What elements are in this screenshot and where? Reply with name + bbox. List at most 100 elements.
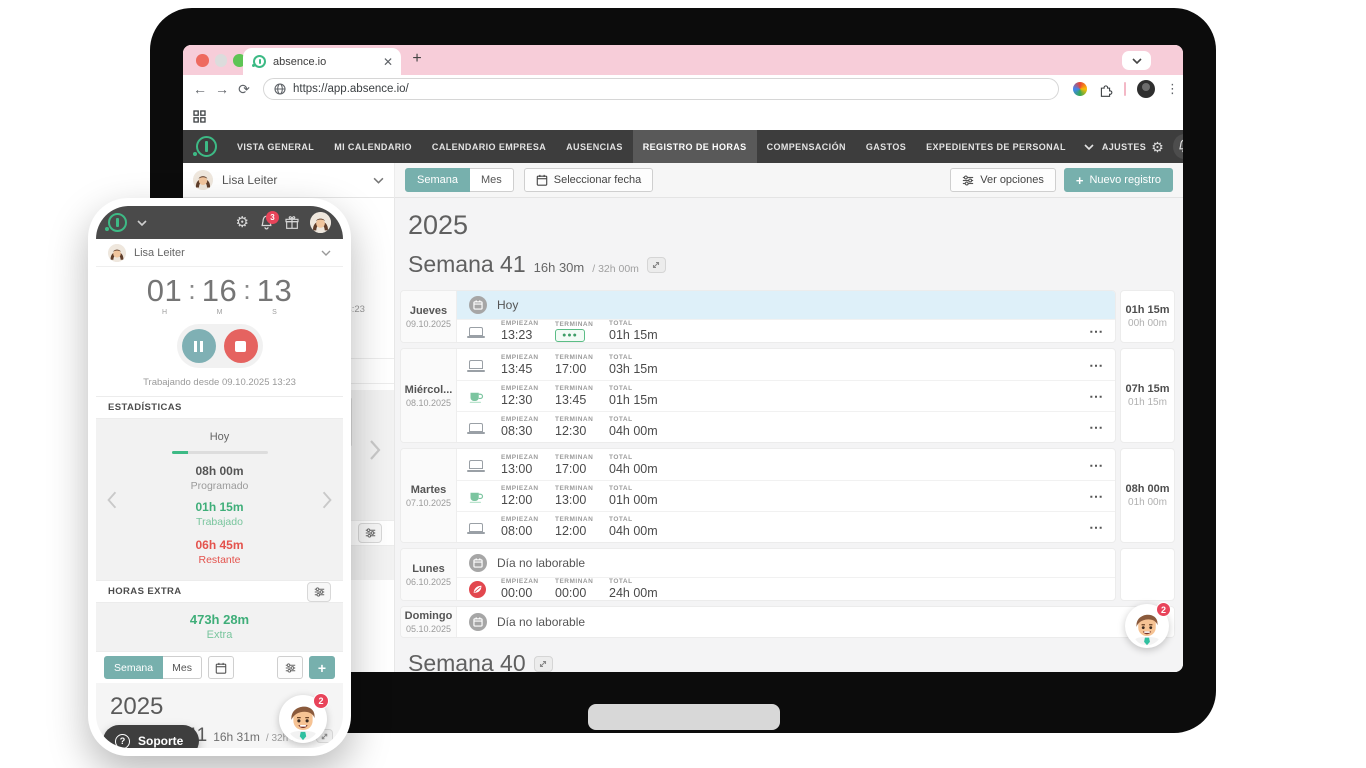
week-expand-button[interactable] [533, 655, 553, 672]
forward-icon[interactable]: → [215, 81, 229, 97]
back-icon[interactable]: ← [193, 81, 207, 97]
week-target: / 32h 00m [592, 263, 639, 275]
nav-more-chevron-icon[interactable] [1076, 130, 1102, 163]
notifications-button[interactable]: 3 [259, 210, 279, 231]
support-chat-bubble[interactable]: 2 [1125, 602, 1171, 648]
time-entry-row[interactable]: EMPIEZAN 13:23 TERMINAN ●●● TOTAL 01h 15m ⋯ [457, 319, 1115, 342]
laptop-icon [467, 522, 485, 534]
ver-opciones-button[interactable]: Ver opciones [950, 168, 1056, 192]
time-entry-row[interactable]: EMPIEZAN 08:00 TERMINAN 12:00 TOTAL 04h 00m… [457, 511, 1115, 542]
stop-button[interactable] [223, 329, 258, 364]
day-name: Miércol... [404, 383, 453, 396]
day-group-martes: Martes 07.10.2025 EMPIEZAN 13:00 TERMINAN… [400, 448, 1175, 543]
week-target: / 32h 00m [265, 733, 311, 745]
employee-avatar [108, 243, 126, 262]
semana-toggle[interactable]: Semana [104, 656, 164, 680]
stats-next-arrow-icon[interactable] [321, 489, 333, 516]
select-date-button[interactable]: Seleccionar fecha [523, 168, 654, 192]
day-date: 07.10.2025 [405, 497, 452, 508]
extensions-icon[interactable] [1098, 82, 1113, 97]
pause-button[interactable] [181, 329, 216, 364]
ajustes-button[interactable]: AJUSTES ⚙ [1102, 140, 1164, 154]
row-menu-button[interactable]: ⋯ [1089, 488, 1103, 504]
support-button[interactable]: ? Soporte [103, 725, 200, 748]
absence-logo[interactable] [193, 136, 217, 157]
browser-profile-avatar[interactable] [1137, 80, 1155, 98]
running-dots-icon: ●●● [562, 331, 578, 339]
nav-item-mi-calendario[interactable]: MI CALENDARIO [334, 141, 412, 152]
scrollbar[interactable] [350, 398, 352, 446]
reload-icon[interactable]: ⟳ [238, 80, 250, 97]
time-entry-row[interactable]: EMPIEZAN 12:00 TERMINAN 13:00 TOTAL 01h 00m… [457, 480, 1115, 511]
nuevo-registro-button[interactable]: + Nuevo registro [1063, 168, 1173, 192]
nav-item-vista-general[interactable]: VISTA GENERAL [237, 141, 315, 152]
select-date-button[interactable] [207, 656, 234, 680]
tabbar-collapse-button[interactable] [1122, 51, 1151, 70]
absence-entry-row[interactable]: EMPIEZAN 00:00 TERMINAN 00:00 TOTAL 24h 00m [457, 577, 1115, 600]
browser-tab-bar: absence.io ✕ + [183, 45, 1183, 75]
nav-item-ausencias[interactable]: AUSENCIAS [566, 141, 623, 152]
semana-toggle[interactable]: Semana [405, 168, 470, 192]
entry-start: 12:00 [501, 493, 533, 507]
tab-close-icon[interactable]: ✕ [382, 54, 393, 69]
period-toggle: Semana Mes [104, 656, 202, 680]
non-working-day-banner: Día no laborable [457, 607, 1174, 637]
traffic-light-minimize-icon[interactable] [214, 54, 227, 67]
chevron-down-icon[interactable] [137, 219, 147, 226]
gear-icon[interactable]: ⚙ [235, 214, 249, 231]
row-menu-button[interactable]: ⋯ [1089, 419, 1103, 435]
employee-avatar [193, 170, 213, 190]
nav-item-gastos[interactable]: GASTOS [865, 141, 907, 152]
day-name: Domingo [404, 610, 453, 622]
day-group-lunes: Lunes 06.10.2025 Día no laborable [400, 548, 1175, 601]
row-menu-button[interactable]: ⋯ [1089, 456, 1103, 473]
user-avatar[interactable] [310, 212, 331, 233]
new-record-button[interactable]: + [309, 656, 335, 680]
phone-screen: ⚙ 3 Lisa Leiter 01 H [96, 206, 343, 748]
stats-next-arrow-icon[interactable] [368, 438, 382, 467]
time-entry-row[interactable]: EMPIEZAN 13:00 TERMINAN 17:00 TOTAL 04h 00m… [457, 449, 1115, 480]
options-button[interactable] [277, 656, 303, 680]
notifications-button[interactable]: 3 [1173, 134, 1183, 159]
summary-total: 08h 00m [1125, 483, 1170, 495]
summary-total: 07h 15m [1125, 383, 1170, 395]
nav-item-calendario-empresa[interactable]: CALENDARIO EMPRESA [431, 141, 547, 152]
overtime-options-button[interactable] [358, 523, 382, 543]
overtime-options-button[interactable] [307, 581, 331, 602]
profile-ring-icon[interactable] [1073, 82, 1087, 96]
absence-logo[interactable] [105, 213, 127, 232]
nav-item-expedientes[interactable]: EXPEDIENTES DE PERSONAL [926, 141, 1066, 152]
browser-menu-icon[interactable]: ⋮ [1166, 81, 1179, 96]
nav-item-registro-de-horas[interactable]: REGISTRO DE HORAS [632, 130, 757, 163]
new-tab-button[interactable]: + [412, 50, 422, 67]
column-label-terminan: TERMINAN [555, 516, 594, 523]
time-entry-row[interactable]: EMPIEZAN 12:30 TERMINAN 13:45 TOTAL 01h 15m… [457, 380, 1115, 411]
row-menu-button[interactable]: ⋯ [1089, 323, 1103, 339]
apps-grid-icon[interactable] [193, 110, 206, 123]
mes-toggle[interactable]: Mes [469, 168, 514, 192]
nav-item-compensacion[interactable]: COMPENSACIÓN [766, 141, 846, 152]
url-text: https://app.absence.io/ [293, 83, 409, 95]
chat-badge: 2 [313, 693, 329, 710]
traffic-light-zoom-icon[interactable] [233, 54, 246, 67]
support-chat-bubble[interactable]: 2 [279, 693, 329, 744]
browser-tab[interactable]: absence.io ✕ [243, 48, 401, 75]
day-group-domingo: Domingo 05.10.2025 Día no laborable [400, 606, 1175, 638]
week-expand-button[interactable] [646, 256, 666, 273]
plus-icon: + [1075, 172, 1084, 188]
stats-prev-arrow-icon[interactable] [106, 489, 118, 516]
employee-selector[interactable]: Lisa Leiter [183, 163, 395, 198]
time-entry-row[interactable]: EMPIEZAN 13:45 TERMINAN 17:00 TOTAL 03h 15m… [457, 349, 1115, 380]
entry-total: 04h 00m [609, 424, 658, 438]
phone-user-selector[interactable]: Lisa Leiter [96, 239, 343, 267]
mes-toggle[interactable]: Mes [163, 656, 202, 680]
gift-button[interactable] [284, 215, 300, 231]
traffic-light-close-icon[interactable] [196, 54, 209, 67]
tab-title: absence.io [273, 55, 327, 68]
time-entry-row[interactable]: EMPIEZAN 08:30 TERMINAN 12:30 TOTAL 04h 00m… [457, 411, 1115, 442]
row-menu-button[interactable]: ⋯ [1089, 356, 1103, 373]
running-indicator[interactable]: ●●● [555, 328, 585, 342]
url-bar[interactable]: https://app.absence.io/ [263, 78, 1059, 100]
row-menu-button[interactable]: ⋯ [1089, 519, 1103, 535]
row-menu-button[interactable]: ⋯ [1089, 388, 1103, 404]
